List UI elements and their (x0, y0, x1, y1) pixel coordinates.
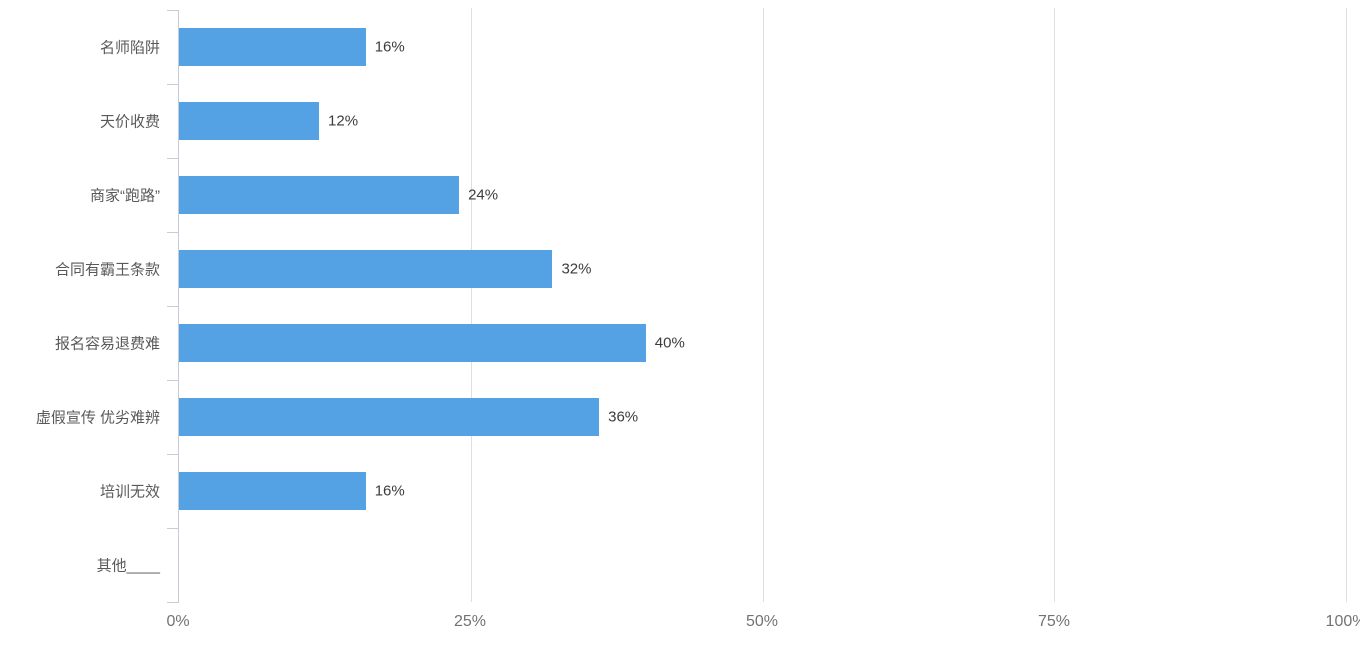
value-label: 36% (608, 408, 639, 426)
bar (179, 28, 366, 66)
x-axis-tick-label: 75% (1037, 613, 1071, 630)
y-axis-tick (167, 602, 179, 603)
bar (179, 176, 460, 214)
x-axis-tick-label: 25% (453, 613, 487, 630)
x-axis-tick-label: 100% (1325, 613, 1360, 630)
value-label: 40% (654, 334, 685, 352)
value-label: 16% (374, 482, 405, 500)
y-axis-tick (167, 10, 179, 11)
bar (179, 102, 320, 140)
chart-row: 报名容易退费难 40% (55, 306, 1346, 380)
chart-row: 名师陷阱 16% (100, 10, 1346, 84)
category-label: 商家“跑路” (90, 187, 160, 205)
x-axis: 0% 25% 50% 75% 100% (166, 613, 1360, 639)
chart-row: 天价收费 12% (100, 84, 1346, 158)
category-label: 培训无效 (99, 483, 160, 501)
chart-row: 虚假宣传 优劣难辨 36% (36, 380, 1346, 454)
gridline (762, 8, 764, 602)
chart-row: 合同有霸王条款 32% (55, 232, 1346, 306)
chart-row: 其他____ (97, 528, 1346, 602)
y-axis-tick (167, 454, 179, 455)
y-axis-tick (167, 84, 179, 85)
y-axis-tick (167, 306, 179, 307)
gridline (470, 8, 472, 602)
gridline (1346, 8, 1347, 602)
y-axis-tick (167, 380, 179, 381)
category-label: 其他____ (96, 557, 160, 575)
bar (179, 398, 600, 436)
gridline (1054, 8, 1056, 602)
y-axis-tick (167, 528, 179, 529)
category-label: 名师陷阱 (99, 39, 160, 57)
value-label: 16% (374, 38, 405, 56)
bar (179, 324, 646, 362)
category-label: 合同有霸王条款 (54, 261, 160, 279)
chart-row: 培训无效 16% (100, 454, 1346, 528)
category-label: 虚假宣传 优劣难辨 (35, 409, 160, 427)
bar (179, 250, 553, 288)
value-label: 12% (328, 112, 359, 130)
y-axis-tick (167, 232, 179, 233)
category-label: 天价收费 (99, 113, 160, 131)
value-label: 32% (561, 260, 592, 278)
x-axis-tick-label: 50% (745, 613, 779, 630)
x-axis-tick-label: 0% (166, 613, 190, 630)
plot-area: 名师陷阱 16% 天价收费 12% 商家“跑路” 24% 合同有霸王条款 32% 报名容易退费难… (36, 8, 1347, 603)
y-axis-tick (167, 158, 179, 159)
chart-row: 商家“跑路” 24% (90, 158, 1346, 232)
category-label: 报名容易退费难 (54, 335, 160, 353)
bar (179, 472, 366, 510)
value-label: 24% (468, 186, 499, 204)
